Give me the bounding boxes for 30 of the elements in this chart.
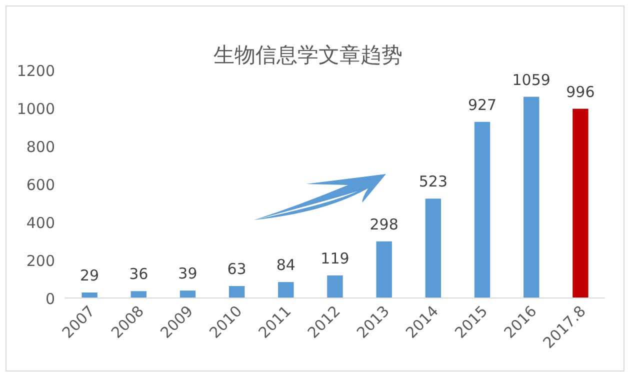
data-label: 39	[178, 264, 198, 283]
chart-title: 生物信息学文章趋势	[214, 43, 402, 67]
data-label: 1059	[512, 70, 550, 89]
bar	[425, 198, 442, 298]
bar	[524, 96, 540, 298]
data-label: 29	[80, 266, 100, 284]
bar	[327, 275, 343, 298]
data-label: 84	[276, 256, 296, 274]
bar	[572, 108, 588, 298]
y-tick-label: 1000	[16, 100, 55, 118]
y-tick-label: 400	[26, 214, 55, 232]
data-label: 298	[370, 215, 398, 234]
data-label: 63	[227, 260, 246, 278]
data-label: 119	[320, 249, 350, 268]
y-tick-label: 600	[26, 176, 55, 194]
data-label: 927	[468, 96, 497, 114]
y-tick-label: 800	[26, 138, 55, 156]
bar	[130, 291, 146, 298]
data-label: 996	[566, 82, 595, 101]
bar	[474, 122, 490, 298]
data-label: 523	[418, 172, 448, 191]
y-tick-label: 1200	[16, 62, 55, 80]
bar	[180, 290, 196, 298]
bar	[278, 282, 294, 298]
bar	[228, 286, 245, 298]
y-tick-label: 200	[26, 252, 55, 270]
bar	[376, 241, 392, 298]
data-label: 36	[129, 265, 148, 284]
y-tick-label: 0	[45, 290, 55, 308]
bar	[82, 292, 98, 298]
